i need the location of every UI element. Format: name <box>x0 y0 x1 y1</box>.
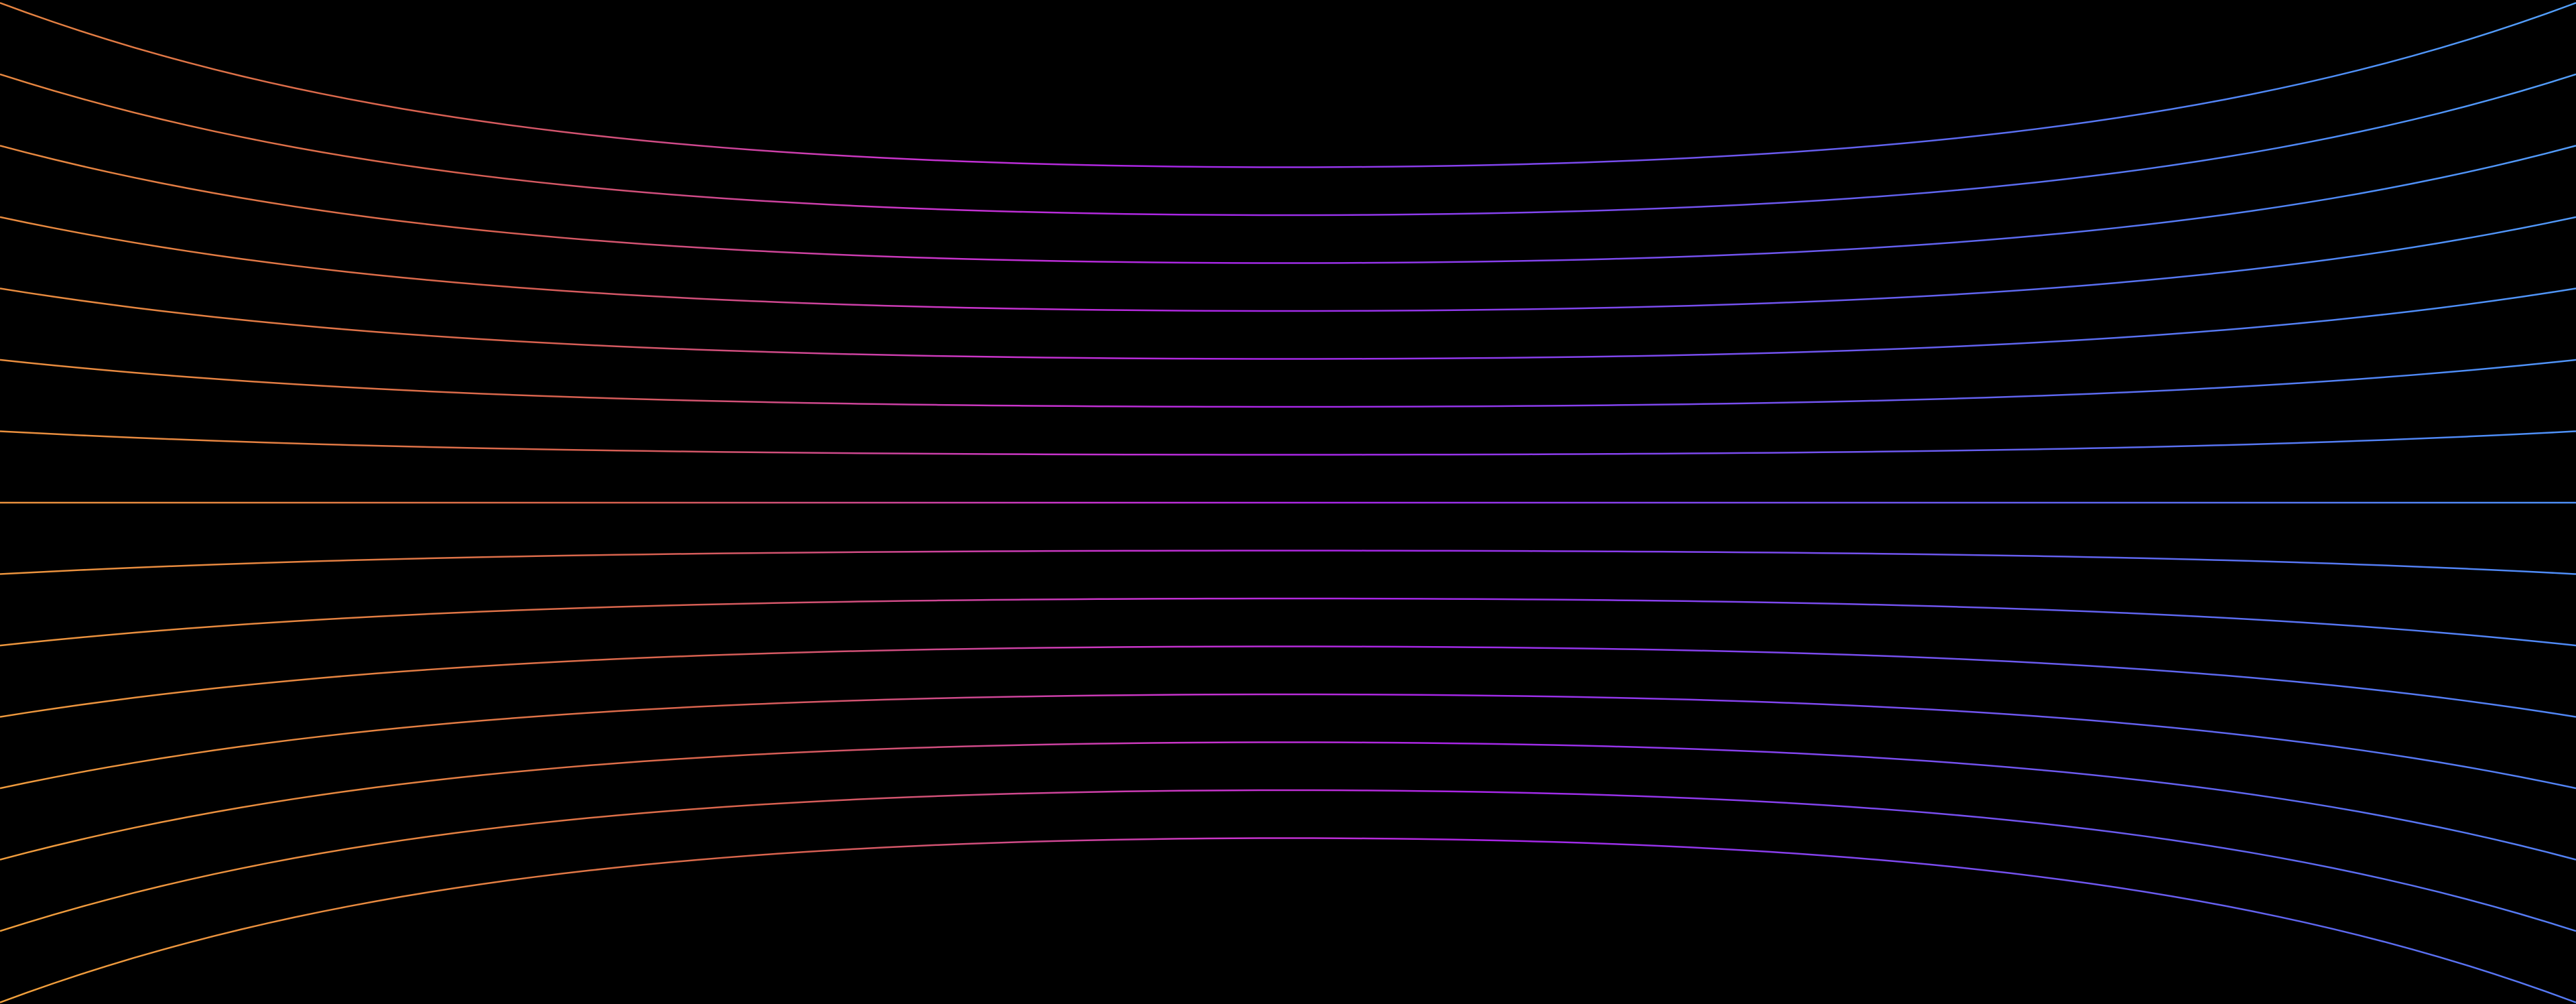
gradient-line <box>0 430 2576 456</box>
gradient-line <box>0 597 2576 647</box>
gradient-line <box>0 288 2576 360</box>
gradient-line <box>0 216 2576 312</box>
gradient-line <box>0 789 2576 932</box>
gradient-line <box>0 693 2576 790</box>
gradient-line <box>0 645 2576 718</box>
gradient-line <box>0 550 2576 575</box>
gradient-line <box>0 2 2576 168</box>
gradient-line <box>0 741 2576 861</box>
gradient-line <box>0 73 2576 216</box>
gradient-line <box>0 837 2576 1003</box>
gradient-line <box>0 145 2576 264</box>
gradient-line <box>0 359 2576 408</box>
